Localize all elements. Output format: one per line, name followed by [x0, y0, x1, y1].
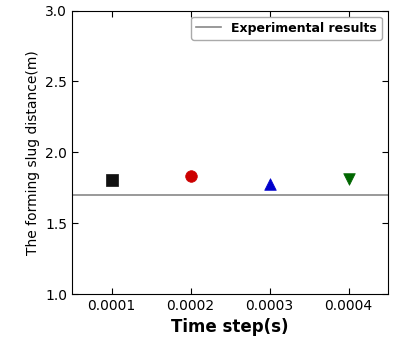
Point [108, 177, 115, 183]
Point [345, 176, 352, 182]
Point [266, 181, 273, 187]
Y-axis label: The forming slug distance(m): The forming slug distance(m) [26, 50, 40, 255]
Legend: Experimental results: Experimental results [191, 17, 382, 40]
Point [187, 173, 194, 178]
X-axis label: Time step(s): Time step(s) [171, 318, 289, 336]
